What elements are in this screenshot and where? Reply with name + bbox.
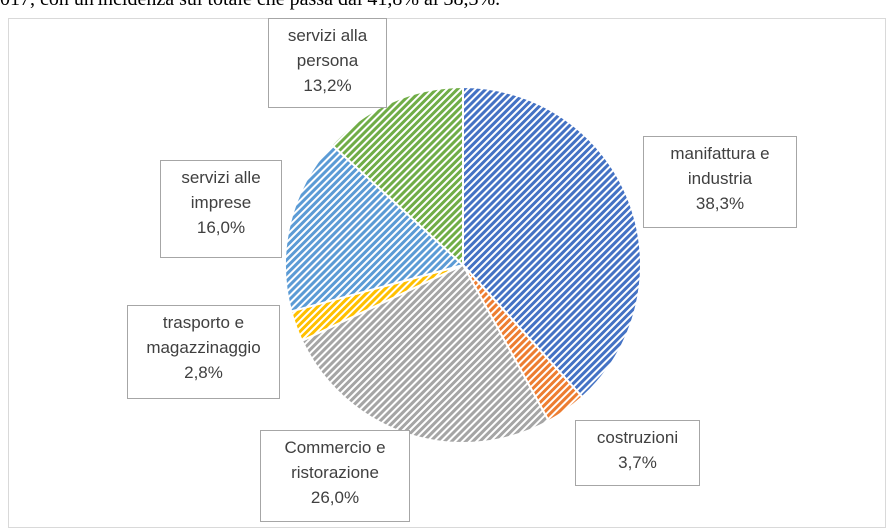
value-label: 3,7% — [618, 453, 657, 472]
pie-slice — [462, 85, 642, 399]
data-label: servizi alla persona 13,2% — [268, 18, 387, 108]
category-label: costruzioni — [596, 428, 679, 447]
data-label: Commercio e ristorazione 26,0% — [260, 430, 410, 522]
category-label: Commercio e ristorazione — [284, 438, 386, 482]
data-label: servizi alle imprese 16,0% — [160, 160, 282, 258]
category-label: servizi alle imprese — [181, 168, 261, 212]
caption: 017, con un'incidenza sul totale che pas… — [0, 0, 500, 11]
data-label: costruzioni 3,7% — [575, 420, 700, 486]
value-label: 16,0% — [196, 218, 246, 237]
category-label: manifattura e industria — [670, 144, 770, 188]
data-label: manifattura e industria 38,3% — [643, 136, 797, 228]
pie-slice — [330, 85, 464, 268]
data-label: trasporto e magazzinaggio 2,8% — [127, 305, 280, 399]
value-label: 2,8% — [184, 363, 223, 382]
value-label: 26,0% — [310, 488, 360, 507]
category-label: servizi alla persona — [287, 26, 368, 70]
category-label: trasporto e magazzinaggio — [146, 313, 261, 357]
value-label: 38,3% — [695, 194, 745, 213]
pie-slice — [284, 143, 466, 313]
value-label: 13,2% — [303, 76, 352, 95]
